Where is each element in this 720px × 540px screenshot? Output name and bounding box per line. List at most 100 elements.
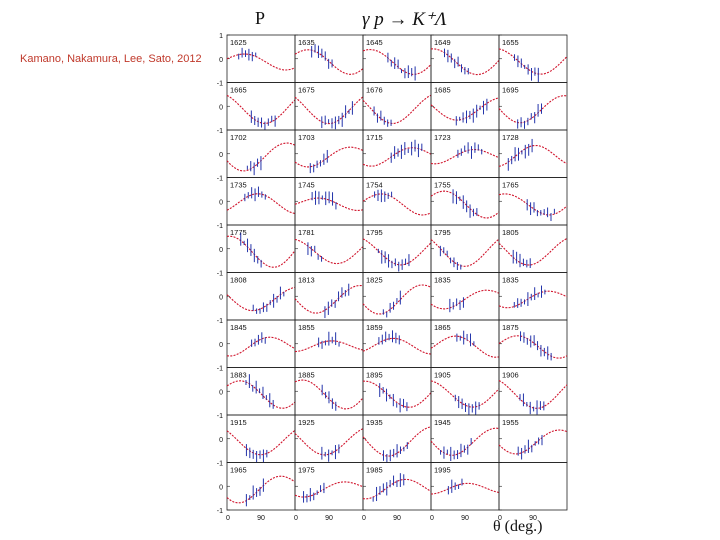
- panel-9-1: 1975: [294, 462, 364, 511]
- panel-2-1: 1703: [294, 129, 364, 178]
- energy-label: 1795: [434, 228, 451, 237]
- panel-3-2: 1754: [362, 177, 432, 226]
- panel-1-4: 1695: [498, 82, 568, 131]
- panel-2-2: 1715: [362, 129, 432, 178]
- model-curve: [430, 427, 500, 456]
- energy-label: 1765: [502, 181, 519, 190]
- panel-3-4: 1765: [498, 177, 568, 226]
- energy-label: 1945: [434, 418, 451, 427]
- energy-label: 1855: [298, 323, 315, 332]
- model-curve: [294, 340, 364, 353]
- y-tick-label: 0: [219, 389, 223, 396]
- model-curve: [430, 482, 500, 495]
- energy-label: 1975: [298, 466, 315, 475]
- model-curve: [498, 238, 568, 266]
- panel-4-2: 1795: [362, 224, 432, 273]
- panel-4-1: 1781: [294, 224, 364, 273]
- model-curve: [362, 238, 432, 266]
- energy-label: 1965: [230, 466, 247, 475]
- model-curve: [226, 429, 296, 456]
- energy-label: 1906: [502, 371, 519, 380]
- energy-label: 1675: [298, 86, 315, 95]
- panel-5-2: 1825: [362, 272, 432, 321]
- y-tick-label: 0: [219, 437, 223, 444]
- energy-label: 1702: [230, 133, 247, 142]
- energy-label: 1859: [366, 323, 383, 332]
- y-tick-label: -1: [217, 271, 223, 278]
- model-curve: [294, 197, 364, 211]
- x-tick-label: 0: [226, 515, 230, 522]
- model-curve: [362, 48, 432, 75]
- citation-text: Kamano, Nakamura, Lee, Sato, 2012: [20, 53, 202, 65]
- energy-label: 1995: [434, 466, 451, 475]
- x-tick-label: 0: [430, 515, 434, 522]
- model-curve: [294, 96, 364, 125]
- energy-label: 1835: [434, 276, 451, 285]
- energy-label: 1676: [366, 86, 383, 95]
- reaction-title: γ p → K⁺Λ: [362, 9, 447, 30]
- panel-1-3: 1685: [430, 82, 500, 131]
- panel-0-0: 1625: [226, 34, 296, 83]
- x-tick-label: 90: [257, 515, 265, 522]
- panel-9-4: [498, 462, 568, 511]
- model-curve: [294, 481, 364, 498]
- y-tick-label: 0: [219, 247, 223, 254]
- panel-7-3: 1905: [430, 367, 500, 416]
- energy-label: 1723: [434, 133, 451, 142]
- panel-5-4: 1835: [498, 272, 568, 321]
- panel-frame: [498, 462, 568, 511]
- x-tick-label: 0: [294, 515, 298, 522]
- x-tick-label: 0: [498, 515, 502, 522]
- y-tick-label: -1: [217, 176, 223, 183]
- panel-5-3: 1835: [430, 272, 500, 321]
- energy-label: 1703: [298, 133, 315, 142]
- energy-label: 1915: [230, 418, 247, 427]
- panel-7-0: 1883: [226, 367, 296, 416]
- energy-label: 1825: [366, 276, 383, 285]
- model-curve: [362, 426, 432, 457]
- energy-label: 1775: [230, 228, 247, 237]
- model-curve: [498, 429, 568, 455]
- panel-5-0: 1808: [226, 272, 296, 321]
- panel-9-0: 1965: [226, 462, 296, 511]
- model-curve: [226, 336, 296, 357]
- model-curve: [362, 284, 432, 315]
- panel-6-4: 1875: [498, 319, 568, 368]
- model-curve: [430, 190, 500, 219]
- panel-6-1: 1855: [294, 319, 364, 368]
- panel-7-4: 1906: [498, 367, 568, 416]
- y-tick-label: -1: [217, 318, 223, 325]
- panel-8-3: 1945: [430, 414, 500, 463]
- x-tick-label: 90: [325, 515, 333, 522]
- panel-9-2: 1985: [362, 462, 432, 511]
- panel-6-2: 1859: [362, 319, 432, 368]
- y-tick-label: 0: [219, 294, 223, 301]
- panel-0-1: 1635: [294, 34, 364, 83]
- energy-label: 1925: [298, 418, 315, 427]
- model-curve: [226, 94, 296, 124]
- model-curve: [498, 335, 568, 359]
- energy-label: 1885: [298, 371, 315, 380]
- energy-label: 1905: [434, 371, 451, 380]
- model-curve: [294, 428, 364, 456]
- panel-1-1: 1675: [294, 82, 364, 131]
- panel-2-4: 1728: [498, 129, 568, 178]
- model-curve: [226, 53, 296, 71]
- model-curve: [294, 146, 364, 168]
- energy-label: 1715: [366, 133, 383, 142]
- energy-label: 1985: [366, 466, 383, 475]
- y-tick-label: 0: [219, 152, 223, 159]
- panel-7-2: 1895: [362, 367, 432, 416]
- model-curve: [430, 380, 500, 408]
- panel-8-4: 1955: [498, 414, 568, 463]
- panel-6-0: 1845: [226, 319, 296, 368]
- y-tick-label: -1: [217, 508, 223, 515]
- panel-7-1: 1885: [294, 367, 364, 416]
- model-curve: [226, 380, 296, 409]
- panel-4-3: 1795: [430, 224, 500, 273]
- model-curve: [498, 48, 568, 75]
- energy-label: 1795: [366, 228, 383, 237]
- energy-label: 1735: [230, 181, 247, 190]
- x-tick-label: 90: [529, 515, 537, 522]
- energy-label: 1745: [298, 181, 315, 190]
